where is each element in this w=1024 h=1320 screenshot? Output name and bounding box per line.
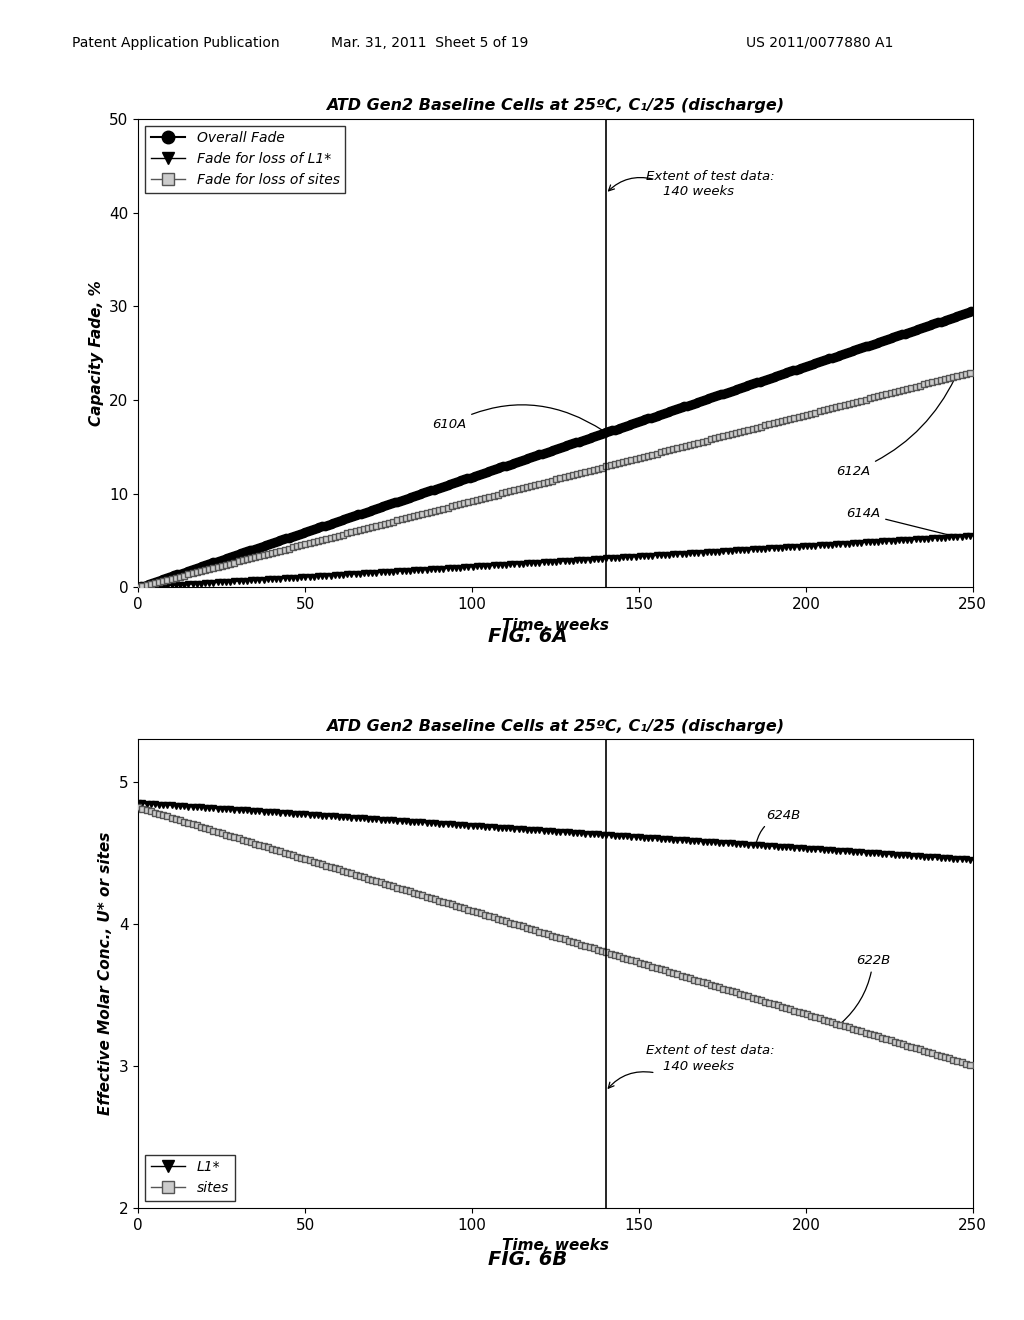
- Text: FIG. 6A: FIG. 6A: [487, 627, 567, 645]
- Text: 612A: 612A: [836, 379, 955, 478]
- Title: ATD Gen2 Baseline Cells at 25ºC, C₁/25 (discharge): ATD Gen2 Baseline Cells at 25ºC, C₁/25 (…: [327, 99, 784, 114]
- X-axis label: Time, weeks: Time, weeks: [502, 1238, 609, 1253]
- Text: FIG. 6B: FIG. 6B: [487, 1250, 567, 1269]
- Text: 614A: 614A: [846, 507, 953, 536]
- Title: ATD Gen2 Baseline Cells at 25ºC, C₁/25 (discharge): ATD Gen2 Baseline Cells at 25ºC, C₁/25 (…: [327, 719, 784, 734]
- Text: Mar. 31, 2011  Sheet 5 of 19: Mar. 31, 2011 Sheet 5 of 19: [332, 36, 528, 50]
- Text: 610A: 610A: [432, 405, 603, 432]
- Text: Extent of test data:
    140 weeks: Extent of test data: 140 weeks: [646, 170, 774, 198]
- Y-axis label: Capacity Fade, %: Capacity Fade, %: [89, 280, 103, 426]
- Text: Patent Application Publication: Patent Application Publication: [72, 36, 280, 50]
- Text: 624B: 624B: [757, 809, 800, 842]
- Legend: Overall Fade, Fade for loss of L1*, Fade for loss of sites: Overall Fade, Fade for loss of L1*, Fade…: [145, 125, 345, 193]
- Text: 622B: 622B: [842, 953, 890, 1023]
- Text: US 2011/0077880 A1: US 2011/0077880 A1: [745, 36, 893, 50]
- Y-axis label: Effective Molar Conc., U* or sites: Effective Molar Conc., U* or sites: [98, 832, 114, 1115]
- Text: Extent of test data:
    140 weeks: Extent of test data: 140 weeks: [646, 1044, 774, 1072]
- Legend: L1*, sites: L1*, sites: [145, 1155, 234, 1201]
- X-axis label: Time, weeks: Time, weeks: [502, 618, 609, 632]
